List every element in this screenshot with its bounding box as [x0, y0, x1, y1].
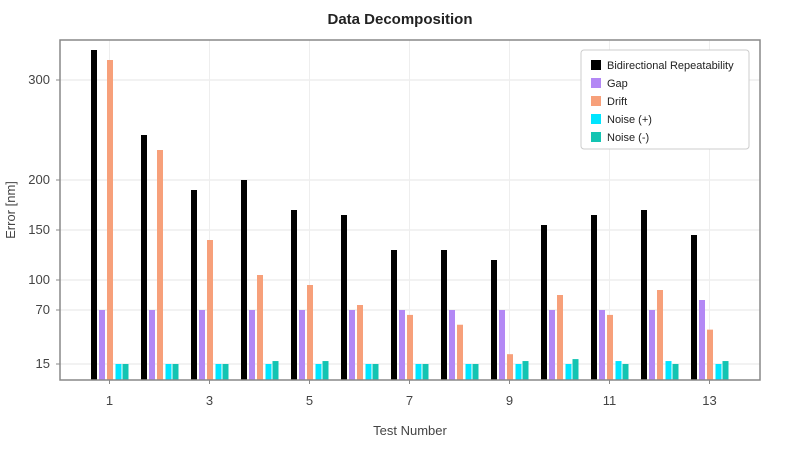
bar-drift-3 [207, 240, 213, 380]
bar-gap-10 [549, 310, 555, 380]
bar-noise-13 [722, 361, 729, 380]
bar-noise-7 [422, 364, 429, 380]
x-axis-label: Test Number [373, 423, 447, 438]
bar-noise-1 [115, 364, 122, 380]
bar-noise-12 [672, 364, 679, 380]
bar-drift-10 [557, 295, 563, 380]
x-tick-label: 7 [406, 393, 413, 408]
bar-noise-3 [222, 364, 229, 380]
y-tick-label: 300 [28, 72, 50, 87]
x-tick-label: 11 [603, 393, 617, 408]
bar-bidirectional-repeatability-4 [241, 180, 247, 380]
bar-gap-13 [699, 300, 705, 380]
bar-drift-4 [257, 275, 263, 380]
bar-noise-11 [622, 364, 629, 380]
bar-gap-9 [499, 310, 505, 380]
bar-gap-7 [399, 310, 405, 380]
legend-swatch [591, 60, 601, 70]
y-tick-label: 200 [28, 172, 50, 187]
bar-noise-8 [472, 364, 479, 380]
bar-noise-2 [172, 364, 179, 380]
bar-gap-8 [449, 310, 455, 380]
bar-noise-10 [565, 364, 572, 380]
bar-noise-6 [365, 364, 372, 380]
bar-drift-9 [507, 354, 513, 380]
legend-swatch [591, 114, 601, 124]
legend-box [580, 49, 750, 150]
legend-label: Bidirectional Repeatability [607, 60, 734, 72]
legend-label: Noise (+) [607, 114, 652, 126]
legend-label: Gap [607, 78, 628, 90]
bar-noise-13 [715, 364, 722, 380]
bar-bidirectional-repeatability-3 [191, 190, 197, 380]
x-axis-ticks: 1 3 5 7 9 11 13 [106, 380, 717, 408]
y-tick-label: 15 [36, 356, 50, 371]
bar-bidirectional-repeatability-9 [491, 260, 497, 380]
bar-gap-11 [599, 310, 605, 380]
legend-label: Noise (-) [607, 132, 649, 144]
bar-layer [91, 50, 729, 380]
x-tick-label: 3 [206, 393, 213, 408]
bar-drift-5 [307, 285, 313, 380]
legend: Bidirectional Repeatability Gap Drift Noise… [580, 49, 750, 150]
bar-noise-1 [122, 364, 129, 380]
bar-noise-9 [515, 364, 522, 380]
bar-noise-11 [615, 361, 622, 380]
bar-noise-5 [322, 361, 329, 380]
bar-bidirectional-repeatability-7 [391, 250, 397, 380]
bar-bidirectional-repeatability-12 [641, 210, 647, 380]
bar-noise-2 [165, 364, 172, 380]
bar-noise-10 [572, 359, 579, 380]
bar-gap-6 [349, 310, 355, 380]
bar-noise-9 [522, 361, 529, 380]
bar-drift-8 [457, 324, 463, 380]
legend-swatch [591, 132, 601, 142]
bar-bidirectional-repeatability-11 [591, 215, 597, 380]
bar-gap-2 [149, 310, 155, 380]
bar-bidirectional-repeatability-2 [141, 135, 147, 380]
bar-noise-5 [315, 364, 322, 380]
bar-noise-12 [665, 361, 672, 380]
bar-noise-3 [215, 364, 222, 380]
bar-gap-3 [199, 310, 205, 380]
x-tick-label: 1 [106, 393, 113, 408]
y-tick-label: 100 [28, 272, 50, 287]
x-tick-label: 9 [506, 393, 513, 408]
bar-noise-8 [465, 364, 472, 380]
x-tick-label: 13 [702, 393, 716, 408]
y-tick-label: 150 [28, 222, 50, 237]
bar-bidirectional-repeatability-6 [341, 215, 347, 380]
bar-noise-4 [265, 364, 272, 380]
bar-bidirectional-repeatability-10 [541, 225, 547, 380]
x-tick-label: 5 [306, 393, 313, 408]
bar-noise-6 [372, 364, 379, 380]
chart-title: Data Decomposition [327, 11, 472, 28]
bar-noise-7 [415, 364, 422, 380]
bar-drift-2 [157, 150, 163, 380]
bar-drift-11 [607, 314, 613, 380]
legend-swatch [591, 78, 601, 88]
y-axis-label: Error [nm] [3, 181, 18, 239]
y-axis-ticks: 15 70 100 150 200 300 [28, 72, 60, 371]
bar-drift-6 [357, 305, 363, 380]
bar-noise-4 [272, 361, 279, 380]
bar-drift-12 [657, 290, 663, 380]
bar-bidirectional-repeatability-5 [291, 210, 297, 380]
bar-drift-13 [707, 329, 713, 380]
bar-drift-7 [407, 314, 413, 380]
bar-bidirectional-repeatability-1 [91, 50, 97, 380]
bar-gap-1 [99, 310, 105, 380]
bar-bidirectional-repeatability-8 [441, 250, 447, 380]
bar-gap-4 [249, 310, 255, 380]
bar-drift-1 [107, 60, 113, 380]
bar-bidirectional-repeatability-13 [691, 235, 697, 380]
bar-gap-5 [299, 310, 305, 380]
legend-swatch [591, 96, 601, 106]
y-tick-label: 70 [36, 302, 50, 317]
legend-label: Drift [607, 96, 627, 108]
bar-gap-12 [649, 310, 655, 380]
